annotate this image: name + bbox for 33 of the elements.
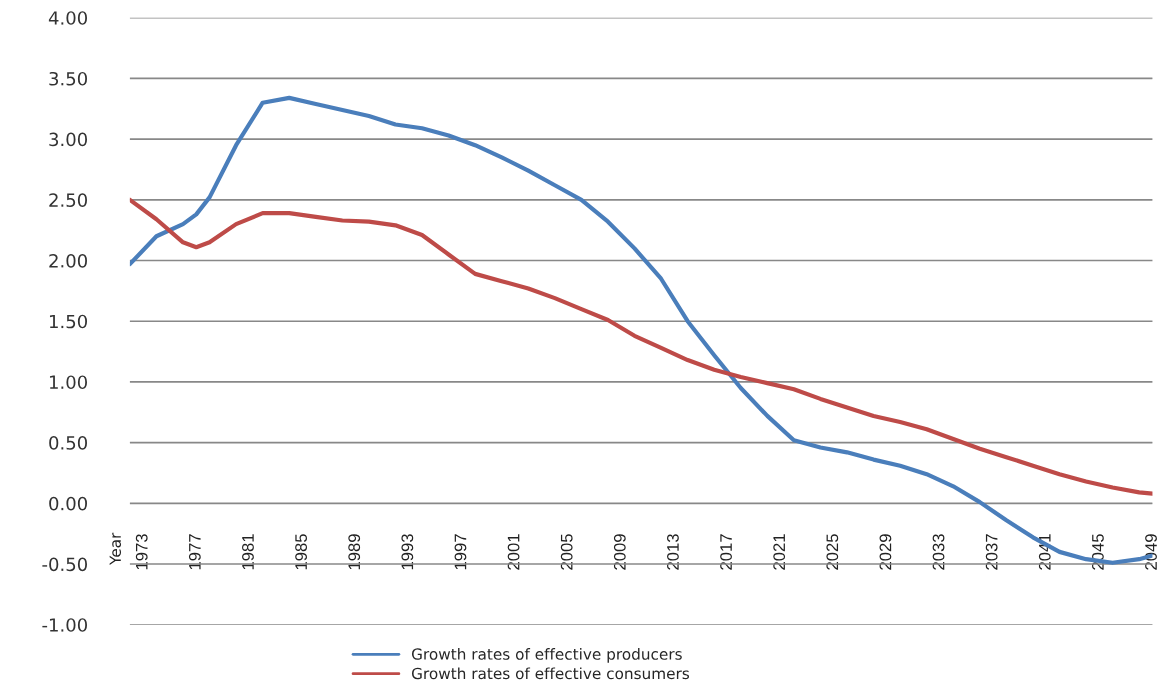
x-tick-label: 1989 xyxy=(348,534,361,570)
x-tick-label: 1993 xyxy=(401,534,414,570)
x-tick-label: 2017 xyxy=(720,534,732,570)
x-tick-label: 1985 xyxy=(295,534,307,570)
y-tick-label: 4.00 xyxy=(48,11,87,25)
x-tick-label: 1977 xyxy=(188,534,201,570)
x-tick-label: 2025 xyxy=(826,534,839,570)
x-tick-label: 2021 xyxy=(773,534,786,570)
y-tick-label: 3.50 xyxy=(49,71,87,86)
y-tick-label: 0.00 xyxy=(49,496,87,511)
legend-label: Growth rates of effective consumers xyxy=(411,667,690,680)
y-tick-label: -1.00 xyxy=(42,618,88,632)
x-tick-label: 2029 xyxy=(879,534,892,570)
y-tick-label: 1.00 xyxy=(49,375,87,390)
x-tick-label: 1973 xyxy=(135,534,148,570)
x-tick-label: 1981 xyxy=(242,534,254,570)
y-tick-label: 0.50 xyxy=(49,436,87,450)
x-tick-label: 2033 xyxy=(932,534,945,570)
text: Year xyxy=(109,532,122,566)
x-tick-label: 2005 xyxy=(560,534,573,570)
y-tick-label: 2.00 xyxy=(49,253,87,268)
y-tick-label: -0.50 xyxy=(42,557,88,572)
legend-label: Growth rates of effective producers xyxy=(411,648,682,663)
y-tick-label: 1.50 xyxy=(49,314,87,329)
y-tick-label: 2.50 xyxy=(49,193,87,207)
line-series xyxy=(129,197,1153,496)
x-tick-label: 2037 xyxy=(985,534,998,570)
x-tick-label: 2049 xyxy=(1145,534,1157,570)
x-tick-label: 1997 xyxy=(454,534,467,570)
x-tick-label: 2001 xyxy=(507,534,520,570)
x-tick-label: 2009 xyxy=(613,534,626,570)
x-tick-label: 2013 xyxy=(667,534,679,570)
y-tick-label: 3.00 xyxy=(49,132,87,147)
